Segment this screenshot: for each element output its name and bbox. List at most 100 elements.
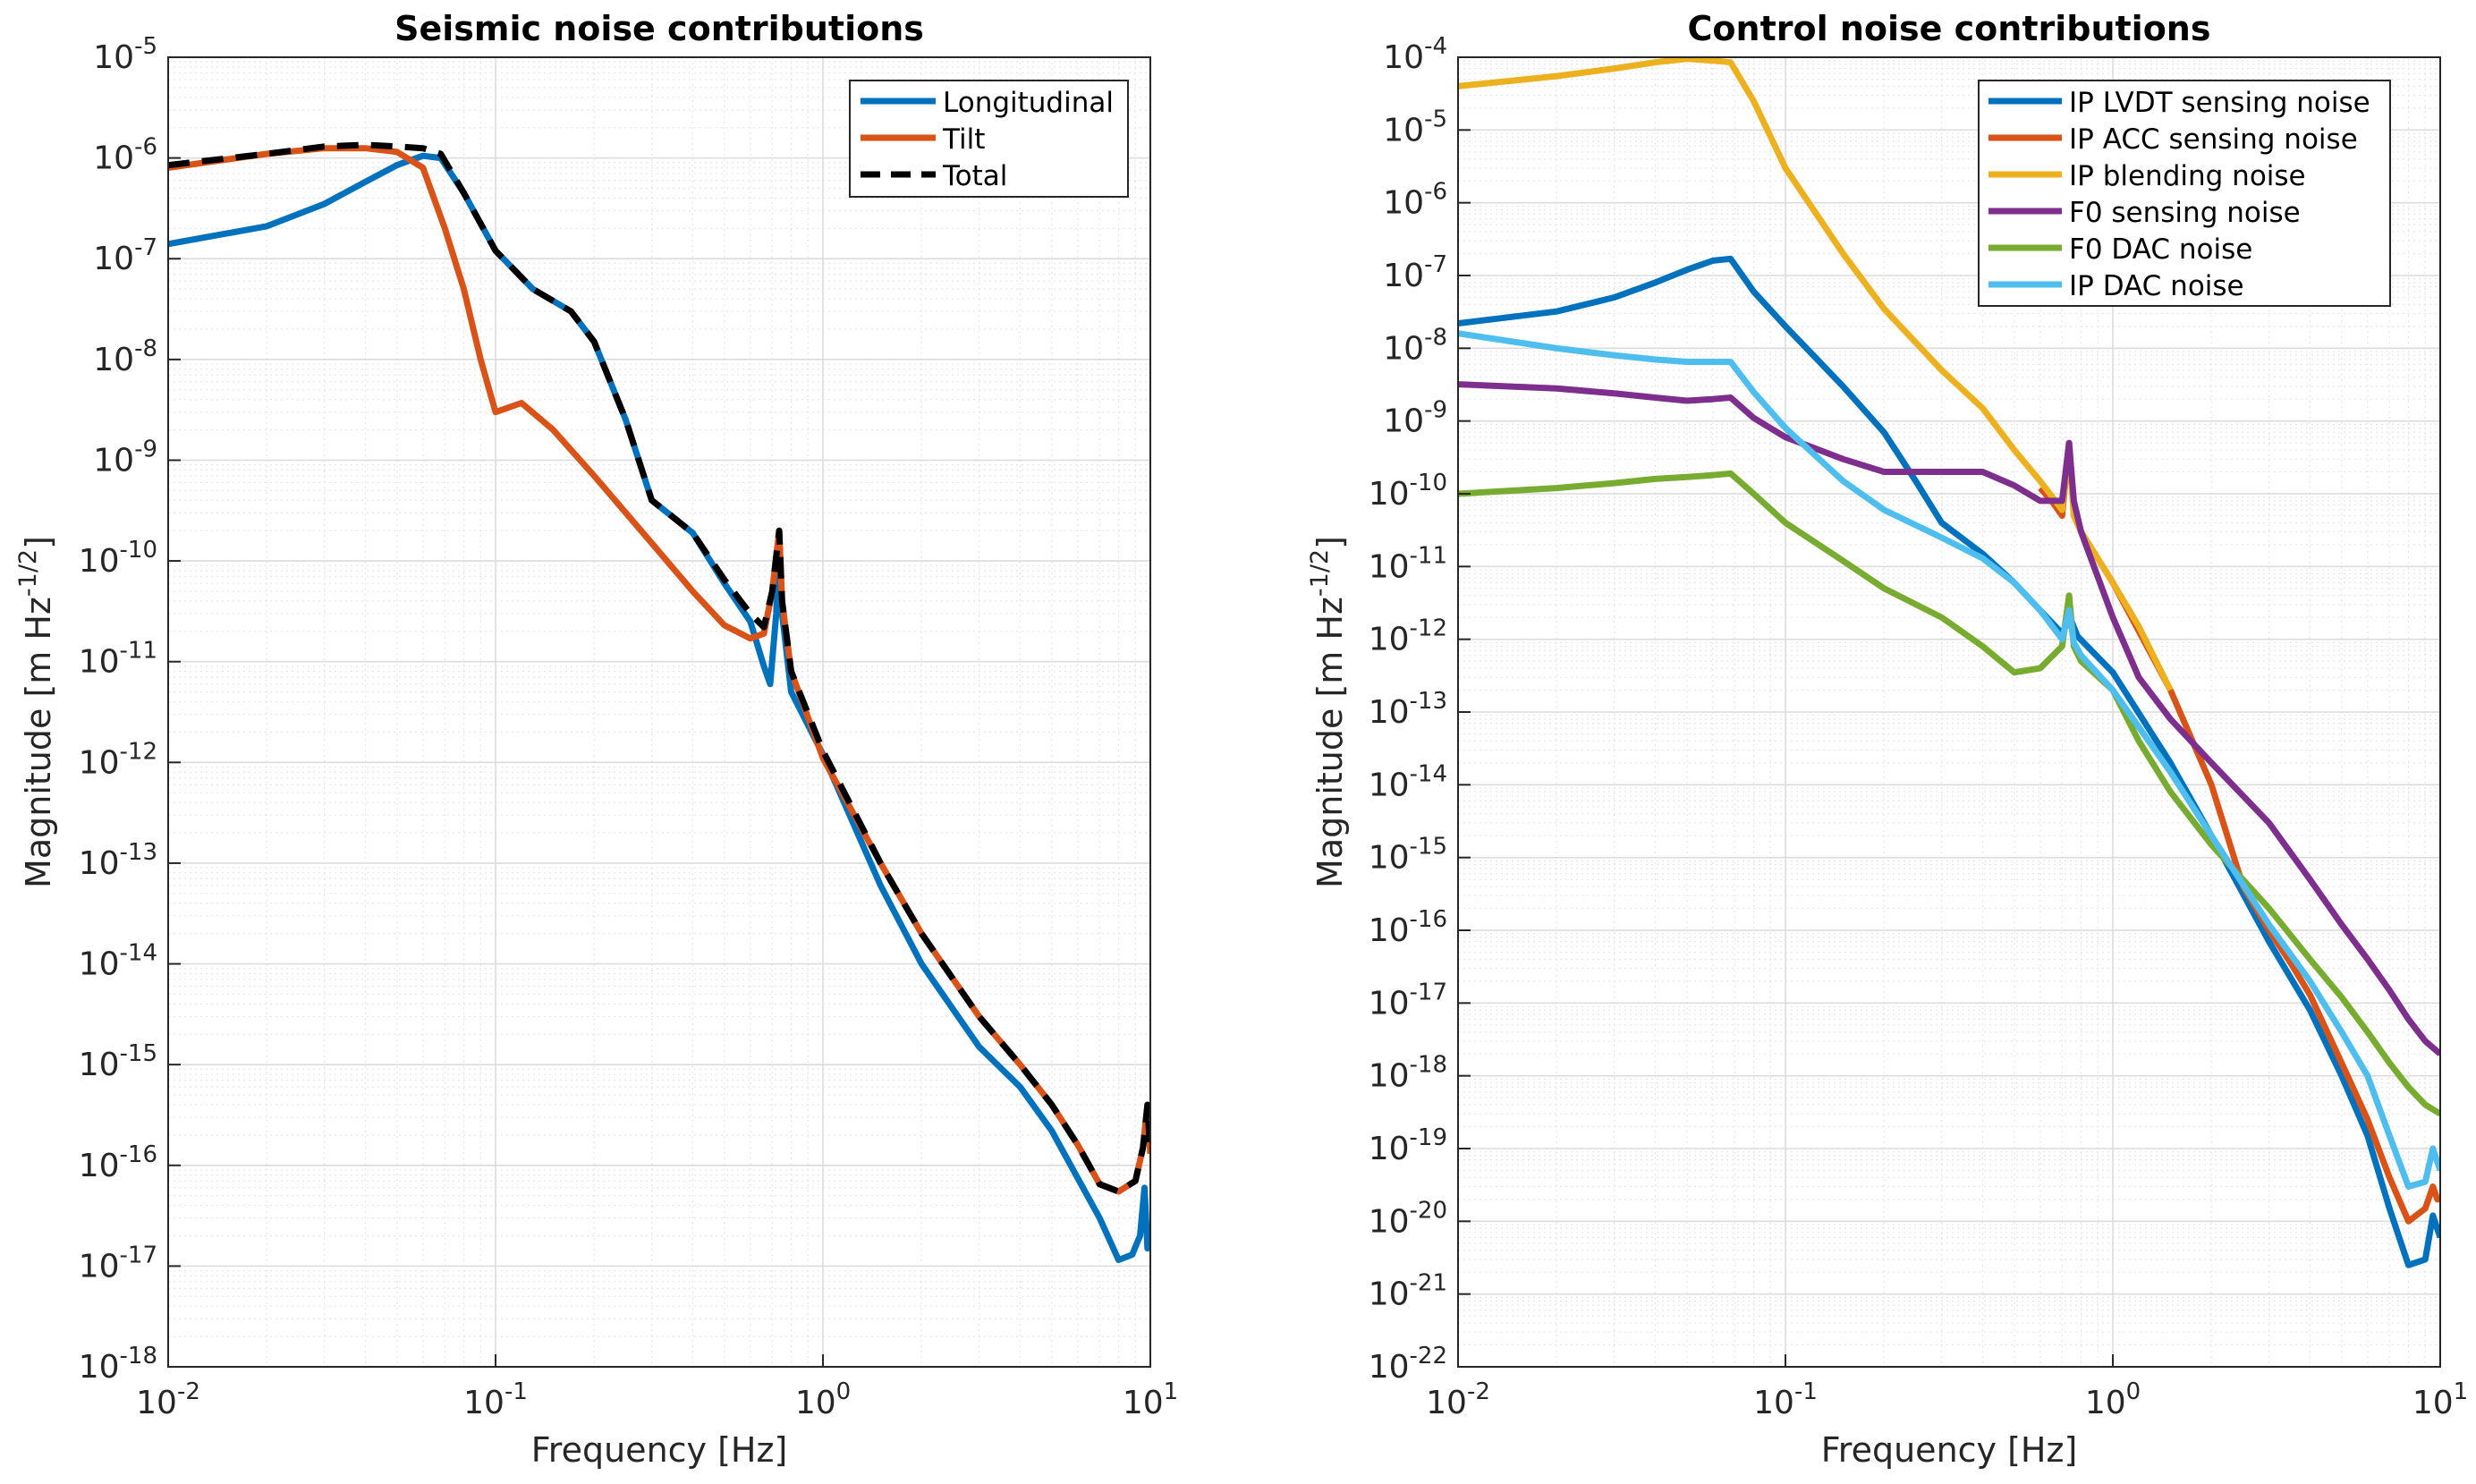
y-tick-exp: -20 (1410, 1197, 1447, 1224)
series-line-f0-sensing-noise (1458, 381, 2440, 1056)
seismic-noise-panel: 10-2 10-1 100 101 10-510-610-710-810-910-10… (14, 9, 1178, 1470)
y-tick-base: 10 (1383, 403, 1424, 440)
y-tick-base: 10 (1369, 1349, 1410, 1386)
x-tick-base: 10 (795, 1385, 836, 1421)
y-tick-label: 10-10 (79, 537, 157, 580)
y-tick-label: 10-22 (1369, 1343, 1447, 1386)
y-tick-label: 10-21 (1369, 1270, 1447, 1313)
x-tick-exp: -2 (177, 1378, 200, 1405)
y-tick-label: 10-5 (93, 33, 157, 76)
y-tick-label: 10-13 (1369, 688, 1447, 731)
y-tick-label: 10-16 (79, 1141, 157, 1184)
legend-label-ip-blending: IP blending noise (2069, 160, 2306, 192)
y-tick-exp: -11 (1410, 542, 1447, 569)
x-tick-base: 10 (463, 1385, 505, 1421)
y-tick-exp: -6 (1424, 179, 1447, 206)
y-tick-exp: -14 (1410, 760, 1447, 787)
series-group (1458, 57, 2440, 1268)
y-tick-label: 10-15 (1369, 834, 1447, 877)
series-line-f0-dac-noise (1458, 470, 2440, 1117)
y-tick-exp: -13 (120, 839, 157, 866)
chart-title: Control noise contributions (1688, 9, 2211, 48)
x-tick-base: 10 (1426, 1385, 1467, 1421)
y-tick-label: 10-18 (1369, 1052, 1447, 1095)
y-tick-labels: 10-410-510-610-710-810-910-1010-1110-121… (1369, 33, 1471, 1386)
y-tick-base: 10 (93, 442, 134, 479)
control-noise-panel: 10-2 10-1 100 101 10-410-510-610-710-810-91… (1306, 9, 2468, 1470)
y-tick-label: 10-11 (1369, 542, 1447, 585)
y-tick-base: 10 (79, 1047, 120, 1083)
y-tick-base: 10 (79, 845, 120, 882)
y-axis-label-sup: -1/2 (1306, 549, 1334, 597)
y-tick-base: 10 (1369, 1058, 1410, 1095)
legend: Longitudinal Tilt Total (849, 80, 1129, 198)
x-tick-base: 10 (1123, 1385, 1164, 1421)
legend-label-f0-sensing: F0 sensing noise (2069, 197, 2301, 229)
legend-label-f0-dac: F0 DAC noise (2069, 233, 2252, 266)
y-tick-exp: -4 (1424, 33, 1447, 60)
axes-box (167, 56, 1151, 1368)
y-tick-exp: -8 (134, 335, 157, 362)
y-tick-label: 10-18 (79, 1343, 157, 1386)
y-tick-base: 10 (79, 744, 120, 781)
y-tick-base: 10 (1383, 330, 1424, 367)
y-tick-exp: -10 (1410, 470, 1447, 496)
legend-label-tilt: Tilt (942, 123, 985, 156)
y-tick-base: 10 (1369, 1203, 1410, 1240)
y-tick-base: 10 (79, 543, 120, 580)
y-tick-exp: -17 (120, 1242, 157, 1268)
y-tick-label: 10-20 (1369, 1197, 1447, 1240)
y-axis-label-sup: -1/2 (14, 549, 42, 597)
y-tick-exp: -15 (1410, 834, 1447, 861)
y-tick-exp: -16 (120, 1141, 157, 1168)
y-tick-label: 10-9 (93, 436, 157, 479)
x-tick-label: 101 (2412, 1378, 2468, 1421)
y-tick-exp: -5 (1424, 106, 1447, 132)
y-tick-label: 10-16 (1369, 906, 1447, 949)
y-tick-exp: -14 (120, 940, 157, 967)
y-tick-base: 10 (1383, 258, 1424, 294)
y-tick-label: 10-13 (79, 839, 157, 882)
y-axis-label-close: ] (1310, 536, 1350, 549)
series-group (168, 141, 1150, 1263)
y-tick-label: 10-8 (93, 335, 157, 378)
y-tick-exp: -6 (134, 134, 157, 161)
x-tick-exp: -2 (1467, 1378, 1490, 1405)
y-tick-label: 10-5 (1383, 106, 1447, 148)
y-tick-base: 10 (93, 140, 134, 177)
y-axis-label: Magnitude [m Hz-1/2] (14, 536, 58, 888)
y-tick-exp: -15 (120, 1040, 157, 1067)
y-tick-exp: -13 (1410, 688, 1447, 715)
y-tick-label: 10-14 (1369, 760, 1447, 803)
x-tick-exp: 1 (2454, 1378, 2469, 1405)
x-tick-exp: -1 (505, 1378, 528, 1405)
y-tick-exp: -21 (1410, 1270, 1447, 1297)
y-tick-exp: -10 (120, 537, 157, 564)
x-tick-labels: 10-2 10-1 100 101 (136, 1354, 1178, 1421)
x-tick-label: 100 (2085, 1378, 2141, 1421)
plot-area (168, 57, 1150, 1367)
y-tick-base: 10 (93, 342, 134, 378)
y-tick-exp: -5 (134, 33, 157, 60)
x-tick-label: 100 (795, 1378, 851, 1421)
y-tick-exp: -17 (1410, 979, 1447, 1005)
y-tick-base: 10 (93, 241, 134, 277)
y-tick-label: 10-11 (79, 638, 157, 681)
y-tick-label: 10-7 (1383, 251, 1447, 294)
series-line-total (168, 141, 1150, 1195)
y-tick-base: 10 (1383, 112, 1424, 148)
y-tick-label: 10-6 (1383, 179, 1447, 222)
y-tick-exp: -7 (134, 234, 157, 261)
x-tick-label: 10-1 (463, 1378, 528, 1421)
y-tick-label: 10-10 (1369, 470, 1447, 513)
y-tick-exp: -9 (1424, 397, 1447, 424)
y-tick-exp: -18 (1410, 1052, 1447, 1079)
y-tick-label: 10-19 (1369, 1124, 1447, 1167)
y-tick-exp: -18 (120, 1343, 157, 1370)
y-tick-label: 10-17 (1369, 979, 1447, 1022)
y-tick-label: 10-9 (1383, 397, 1447, 440)
y-tick-base: 10 (79, 644, 120, 681)
y-tick-label: 10-12 (1369, 615, 1447, 658)
y-tick-base: 10 (1369, 1276, 1410, 1313)
y-axis-label-close: ] (19, 536, 58, 549)
